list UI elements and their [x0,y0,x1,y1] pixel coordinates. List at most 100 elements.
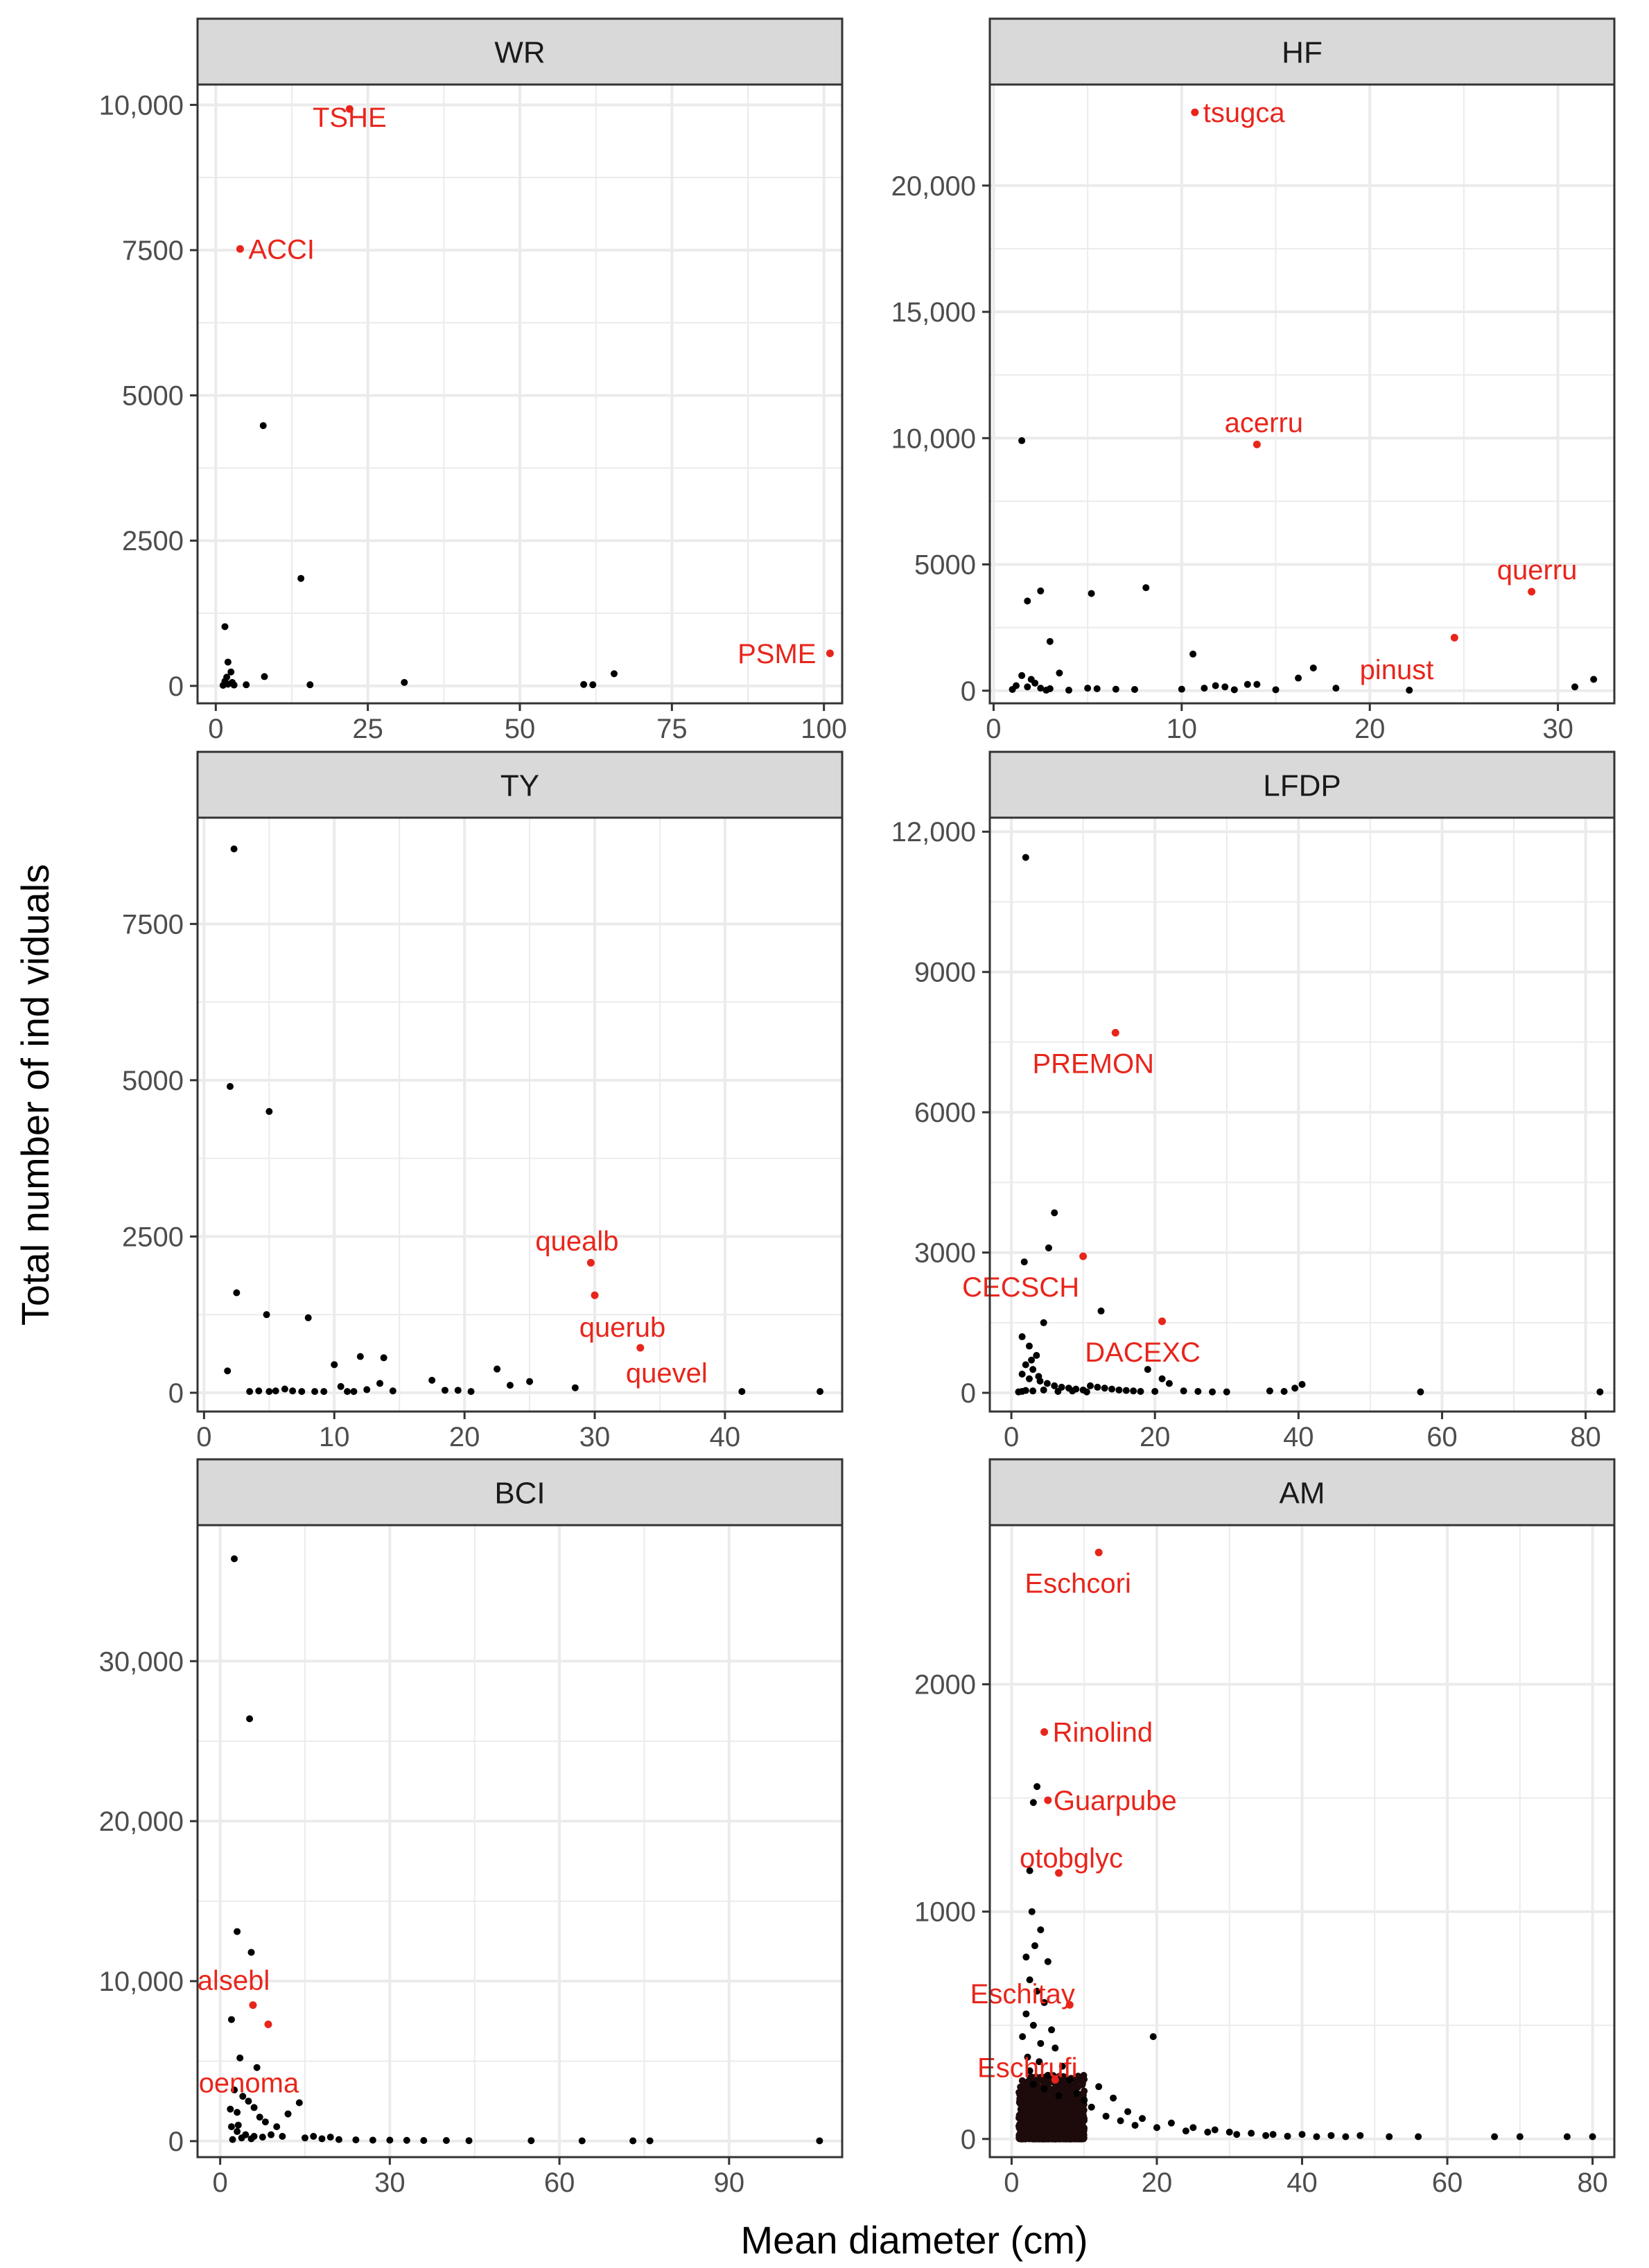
data-point [1042,2134,1049,2141]
data-point [231,1555,238,1563]
data-point [226,1082,234,1090]
data-point [1020,2132,1028,2140]
data-point [1084,685,1092,692]
data-point [363,1386,371,1394]
data-point [1040,1319,1047,1326]
data-point [1054,1387,1062,1395]
data-point [442,2136,450,2144]
highlight-label: DACEXC [1085,1337,1201,1368]
data-point [1072,2076,1080,2084]
data-point [1406,687,1413,694]
data-point [352,2136,360,2144]
data-point [1280,1387,1288,1395]
data-point [1022,1953,1030,1961]
data-point [1102,2112,1110,2120]
facet-strip-label: WR [494,36,545,70]
data-point [1201,685,1208,692]
x-tick-label: 10 [1167,714,1198,744]
facet-strip [988,750,1616,819]
data-point [420,2136,428,2144]
data-point [1031,1942,1038,1949]
y-tick-label: 3000 [914,1238,976,1269]
data-point [255,1387,263,1395]
panel-lfdp: 0 20 40 60 80 0 3000 6000 9000 12,000 PREMON CECSCH… [891,750,1616,1452]
highlight-label: CECSCH [962,1272,1079,1303]
data-point [1029,1799,1037,1807]
data-point [1056,669,1063,677]
data-point [1165,1380,1173,1387]
x-tick-label: 0 [1004,1422,1019,1452]
data-point [1068,2102,1076,2110]
y-tick-label: 10,000 [99,1967,184,1997]
data-point [441,1387,448,1394]
highlight-point [1111,1028,1119,1037]
data-point [1044,1958,1052,1965]
data-point [243,681,250,689]
data-point [1262,2131,1270,2139]
data-point [1144,1366,1151,1373]
data-point [253,2064,261,2071]
data-point [1088,590,1095,597]
x-tick-label: 0 [196,1422,211,1452]
data-point [1040,2111,1047,2118]
data-point [1052,2111,1059,2119]
plot-background [990,818,1614,1412]
data-point [494,1365,501,1373]
data-point [1040,1386,1047,1394]
y-axis-title: Total number of ind viduals [13,864,57,1326]
highlight-point [264,2020,272,2028]
highlight-label: quealb [535,1226,618,1256]
data-point [1149,2033,1157,2041]
data-point [1131,685,1138,693]
data-point [273,2123,281,2131]
data-point [1018,1371,1026,1378]
data-point [526,1378,534,1385]
data-point [234,2128,241,2136]
data-point [224,1367,232,1375]
data-point [1067,2135,1075,2143]
y-tick-label: 12,000 [891,817,976,847]
data-point [272,1387,279,1395]
y-tick-label: 0 [168,671,184,702]
x-axis-title: Mean diameter (cm) [740,2218,1088,2262]
data-point [1029,1387,1037,1395]
data-point [227,668,235,676]
highlight-point [1051,2075,1059,2084]
data-point [1182,2127,1189,2135]
data-point [1051,1209,1058,1217]
data-point [295,2099,303,2107]
data-point [233,1289,241,1296]
data-point [1244,680,1251,688]
x-tick-label: 60 [544,2168,575,2198]
data-point [578,2137,586,2145]
plot-background [198,818,842,1412]
data-point [261,2118,269,2126]
data-point [238,2134,245,2142]
data-point [229,2136,236,2143]
data-point [589,681,597,689]
facet-strip [988,1458,1616,1527]
data-point [219,682,227,689]
data-point [816,2137,823,2145]
data-point [1037,1926,1045,1933]
data-point [279,2132,286,2140]
data-point [1074,2103,1082,2111]
data-point [1033,1352,1040,1360]
x-tick-label: 80 [1577,2168,1608,2198]
data-point [268,2131,275,2138]
x-tick-label: 80 [1570,1422,1601,1452]
data-point [302,2134,308,2142]
data-point [311,1388,319,1396]
data-point [1051,1382,1058,1389]
data-point [1069,2097,1076,2104]
data-point [817,1388,824,1396]
x-tick-label: 100 [801,714,847,744]
data-point [1026,2067,1033,2075]
highlight-label: querru [1497,555,1578,586]
data-point [289,1387,297,1395]
data-point [298,1388,306,1396]
highlight-label: tsugca [1203,98,1286,128]
data-point [1131,2122,1139,2129]
data-point [1080,2135,1088,2143]
data-point [247,2135,255,2143]
